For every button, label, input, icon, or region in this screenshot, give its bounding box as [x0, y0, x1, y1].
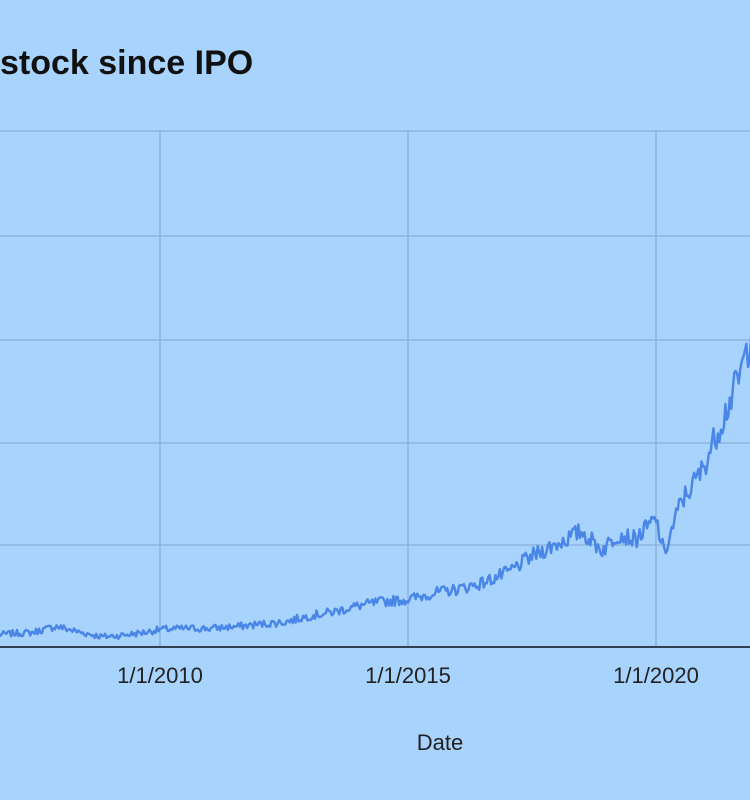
- x-axis-title: Date: [416, 730, 464, 755]
- x-tick-label: 1/1/2010: [117, 663, 203, 688]
- vertical-gridlines: [159, 131, 657, 647]
- horizontal-gridlines: [0, 130, 750, 546]
- x-tick-label: 1/1/2020: [613, 663, 699, 688]
- chart-title: stock since IPO: [0, 44, 254, 82]
- x-tick-label: 1/1/2015: [365, 663, 451, 688]
- series-line: [0, 337, 750, 640]
- x-tick-labels: 1/1/2010 1/1/2015 1/1/2020: [117, 663, 699, 688]
